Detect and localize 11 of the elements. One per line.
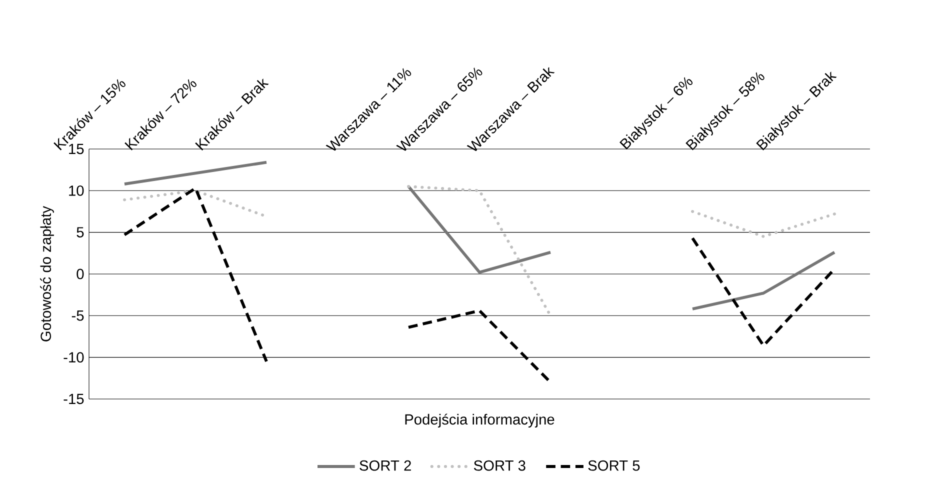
- x-axis-title: Podejścia informacyjne: [405, 414, 554, 428]
- y-tick-label: -5: [72, 310, 84, 321]
- legend-label: SORT 3: [474, 460, 526, 471]
- y-tick-label: 5: [76, 227, 84, 238]
- legend-label: SORT 2: [360, 460, 411, 471]
- y-tick-label: -10: [64, 352, 84, 363]
- y-tick-label: -15: [64, 394, 84, 404]
- y-axis-title: Gotowość do zapłaty: [40, 206, 54, 342]
- legend-label: SORT 5: [588, 460, 640, 471]
- y-tick-label: 0: [76, 268, 84, 280]
- y-tick-label: 10: [69, 185, 84, 196]
